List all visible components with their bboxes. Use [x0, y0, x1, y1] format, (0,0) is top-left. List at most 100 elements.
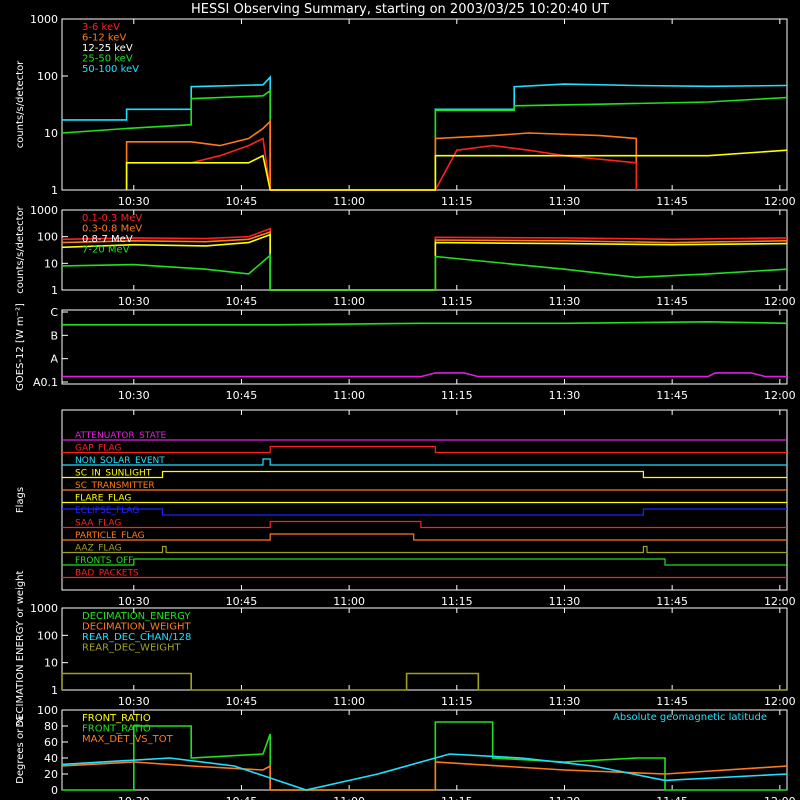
panel6-annotation: Absolute geomagnetic latitude	[613, 712, 767, 723]
panel2-xtick-label: 11:00	[333, 295, 365, 308]
panel2-ytick-label: 10	[44, 257, 58, 270]
panel5-xtick-label: 11:15	[441, 695, 473, 708]
panel6-xtick-label: 10:45	[226, 795, 258, 800]
panel3-ytick-label: A	[50, 353, 58, 366]
flag-label: ATTENUATOR_STATE	[75, 431, 167, 441]
flag-label: PARTICLE_FLAG	[75, 531, 145, 541]
flag-sc_in_sunlight-line	[62, 470, 787, 479]
panel6-xtick-label: 10:30	[118, 795, 150, 800]
flag-label: FLARE_FLAG	[75, 494, 131, 504]
panel6-ytick-label: 20	[44, 768, 58, 781]
panel1-ytick-label: 10	[44, 127, 58, 140]
panel2-xtick-label: 11:30	[549, 295, 581, 308]
panel2-ylabel: counts/s/detector	[15, 205, 26, 293]
panel6-xtick-label: 11:45	[656, 795, 688, 800]
panel6-ytick-label: 100	[37, 704, 58, 717]
panel5-xtick-label: 12:00	[764, 695, 796, 708]
panel2-legend-entry: 0.1-0.3 MeV	[82, 213, 142, 224]
panel6-xtick-label: 11:30	[549, 795, 581, 800]
panel5-legend-entry: DECIMATION_WEIGHT	[82, 622, 191, 633]
panel2-xtick-label: 12:00	[764, 295, 796, 308]
flag-label: FRONTS_OFF	[75, 556, 133, 566]
panel3-xtick-label: 11:30	[549, 389, 581, 402]
panel4-frame	[61, 409, 788, 591]
panel6-series-1	[61, 761, 788, 791]
panel6-series-2	[61, 753, 788, 791]
panel3-xtick-label: 10:30	[118, 389, 150, 402]
panel2-legend-entry: 0.3-0.8 MeV	[82, 224, 142, 235]
plot-title: HESSI Observing Summary, starting on 200…	[191, 2, 609, 17]
panel1-series-4	[125, 149, 788, 191]
panel6-legend-entry: FRONT_RATIO	[82, 713, 151, 724]
panel5-ytick-label: 10	[44, 657, 58, 670]
panel3-ytick-label: C	[50, 306, 58, 319]
panel6-legend-entry: MAX_DET_VS_TOT	[82, 734, 174, 745]
panel2-legend-entry: 7-20 MeV	[82, 245, 130, 256]
panel3-ytick-label: A0.1	[33, 376, 58, 389]
panel5-ytick-label: 1000	[30, 602, 58, 615]
flag-label: BAD_PACKETS	[75, 569, 139, 579]
panel1-xtick-label: 11:15	[441, 195, 473, 208]
panel6-ylabel: Degrees or %	[15, 716, 26, 784]
panel5-xtick-label: 11:00	[333, 695, 365, 708]
panel1-series-3	[191, 137, 638, 191]
panel3-xtick-label: 11:15	[441, 389, 473, 402]
panel6-ytick-label: 40	[44, 752, 58, 765]
panel3-series-0	[62, 320, 788, 326]
panel1-xtick-label: 12:00	[764, 195, 796, 208]
panel5-legend-entry: REAR_DEC_WEIGHT	[82, 643, 181, 654]
panel3-xtick-label: 12:00	[764, 389, 796, 402]
panel2-xtick-label: 10:45	[226, 295, 258, 308]
panel2-legend-entry: 0.8-7 MeV	[82, 234, 133, 245]
flag-saa_flag-line	[62, 520, 787, 529]
panel1-xtick-label: 11:45	[656, 195, 688, 208]
panel6-legend-entry: FRONT_RATIO	[82, 724, 151, 735]
flag-label: SC_TRANSMITTER	[75, 481, 155, 491]
panel4-xtick-label: 11:45	[656, 595, 688, 608]
panel6-xtick-label: 11:15	[441, 795, 473, 800]
panel6-ytick-label: 80	[44, 720, 58, 733]
panel6-ytick-label: 60	[44, 736, 58, 749]
panel2-ytick-label: 100	[37, 231, 58, 244]
panel3-xtick-label: 11:45	[656, 389, 688, 402]
panel6-xtick-label: 11:00	[333, 795, 365, 800]
panel1-legend-entry: 50-100 keV	[82, 64, 139, 75]
flag-fronts_off-line	[62, 558, 787, 566]
panel2-series-3	[61, 253, 788, 291]
panel4-xtick-label: 11:30	[549, 595, 581, 608]
panel1-ytick-label: 1000	[30, 13, 58, 26]
panel3-ytick-label: B	[50, 329, 58, 342]
flag-label: NON_SOLAR_EVENT	[75, 456, 165, 466]
panel4-xtick-label: 11:00	[333, 595, 365, 608]
panel5-frame	[61, 607, 788, 691]
panel3-xtick-label: 10:45	[226, 389, 258, 402]
panel1-xtick-label: 11:00	[333, 195, 365, 208]
panel5-legend-entry: DECIMATION_ENERGY	[82, 611, 191, 622]
panel5-legend-entry: REAR_DEC_CHAN/128	[82, 632, 191, 643]
flag-label: SC_IN_SUNLIGHT	[75, 469, 152, 479]
panel1-legend-entry: 12-25 keV	[82, 43, 133, 54]
panel5-ytick-label: 1	[51, 684, 58, 697]
panel1-legend-entry: 25-50 keV	[82, 54, 133, 65]
panel5-ylabel: DECIMATION ENERGY or weight	[15, 570, 26, 727]
panel1-xtick-label: 10:30	[118, 195, 150, 208]
panel4-xtick-label: 11:15	[441, 595, 473, 608]
panel2-xtick-label: 11:15	[441, 295, 473, 308]
panel1-legend-entry: 3-6 keV	[82, 22, 120, 33]
flag-non_solar_event-line	[62, 458, 787, 466]
panel4-xtick-label: 10:30	[118, 595, 150, 608]
panel4-xtick-label: 12:00	[764, 595, 796, 608]
panel3-xtick-label: 11:00	[333, 389, 365, 402]
panel3-series-1	[62, 372, 787, 378]
panel5-xtick-label: 10:30	[118, 695, 150, 708]
panel2-xtick-label: 10:30	[118, 295, 150, 308]
flag-label: ECLIPSE_FLAG	[75, 506, 139, 516]
flag-aaz_flag-line	[62, 545, 787, 554]
panel1-ytick-label: 1	[51, 184, 58, 197]
flag-particle_flag-line	[62, 533, 787, 541]
panel1-legend-entry: 6-12 keV	[82, 33, 126, 44]
panel3-frame	[61, 309, 788, 385]
panel1-ylabel: counts/s/detector	[15, 60, 26, 148]
panel6-xtick-label: 12:00	[764, 795, 796, 800]
